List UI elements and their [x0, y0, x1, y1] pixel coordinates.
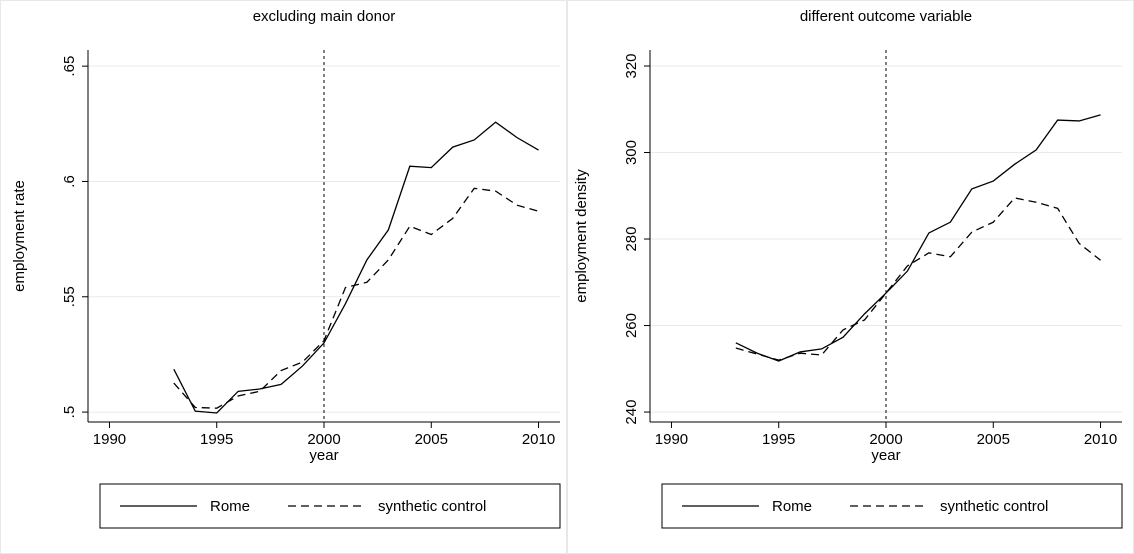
y-tick-label: .6: [61, 175, 78, 188]
y-tick-label: .65: [61, 56, 78, 77]
y-tick-label: .5: [61, 406, 78, 419]
x-tick-label: 2010: [522, 431, 555, 448]
legend-label: Rome: [210, 498, 250, 515]
x-axis-label: year: [309, 447, 338, 464]
x-tick-label: 2000: [307, 431, 340, 448]
y-tick-label: 280: [623, 227, 640, 252]
x-tick-label: 1990: [655, 431, 688, 448]
y-axis-label: employment density: [573, 169, 590, 303]
y-tick-label: 320: [623, 53, 640, 78]
y-tick-label: .55: [61, 286, 78, 307]
series-line: [735, 114, 1101, 362]
x-tick-label: 2005: [415, 431, 448, 448]
legend-label: Rome: [772, 498, 812, 515]
y-tick-label: 240: [623, 400, 640, 425]
y-tick-label: 260: [623, 313, 640, 338]
x-tick-label: 2005: [977, 431, 1010, 448]
x-tick-label: 2010: [1084, 431, 1117, 448]
y-axis-label: employment rate: [11, 180, 28, 292]
legend-label: synthetic control: [940, 498, 1048, 515]
legend-label: synthetic control: [378, 498, 486, 515]
y-tick-label: 300: [623, 140, 640, 165]
x-axis-label: year: [871, 447, 900, 464]
series-line: [735, 197, 1101, 361]
chart-title: different outcome variable: [800, 8, 972, 25]
x-tick-label: 1990: [93, 431, 126, 448]
x-tick-label: 2000: [869, 431, 902, 448]
series-line: [173, 121, 539, 414]
x-tick-label: 1995: [200, 431, 233, 448]
chart-title: excluding main donor: [253, 8, 396, 25]
x-tick-label: 1995: [762, 431, 795, 448]
series-line: [173, 187, 539, 409]
